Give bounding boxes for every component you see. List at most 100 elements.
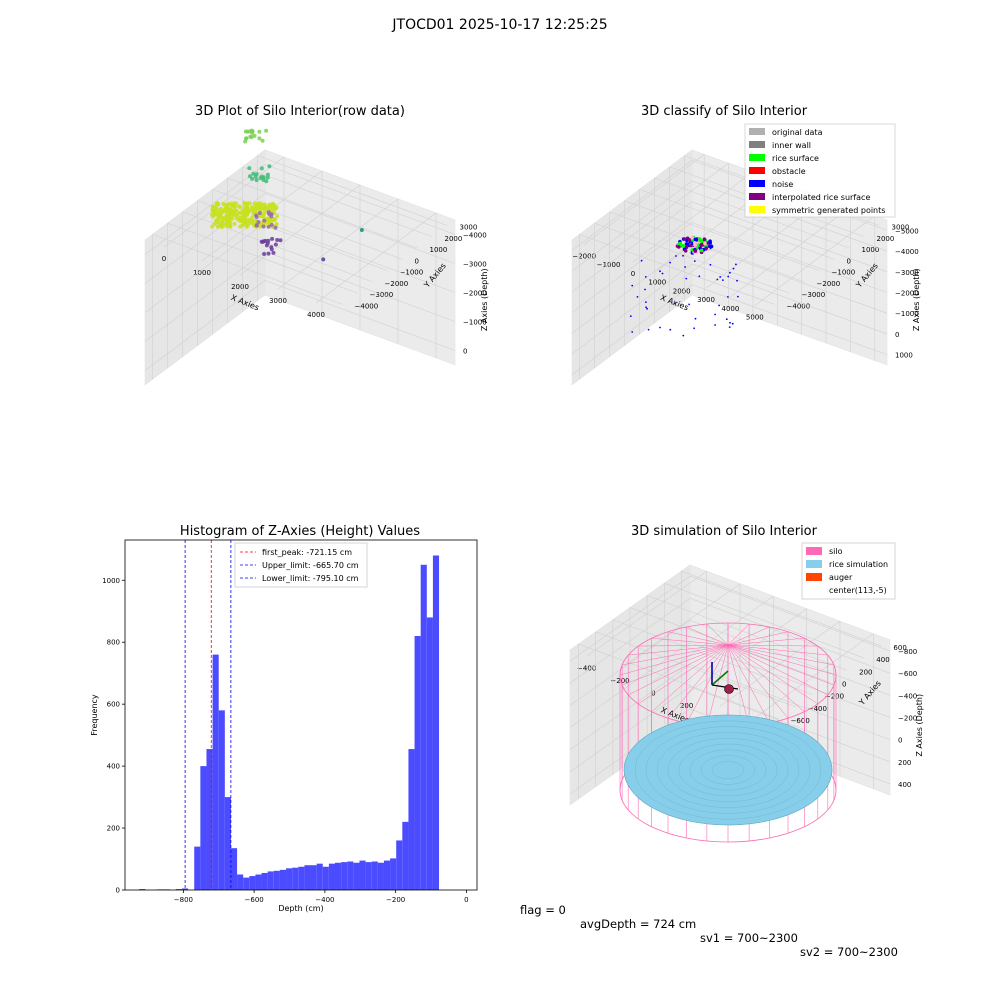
p1-point — [242, 208, 247, 213]
p4-x-tick: −400 — [577, 664, 596, 672]
p1-point — [221, 201, 226, 206]
p1-grid-x — [277, 198, 399, 290]
p1-point — [228, 207, 233, 212]
p1-point — [227, 219, 232, 224]
p2-point — [698, 241, 703, 246]
p2-grid-z — [571, 201, 693, 293]
p1-point — [262, 224, 266, 229]
p1-grid-z — [144, 164, 266, 255]
p3-bar — [414, 636, 421, 890]
p2-noise-point — [636, 296, 639, 298]
p4-grid-z — [569, 597, 691, 684]
p1-point — [254, 223, 259, 228]
p1-y-tick: −3000 — [370, 291, 394, 299]
p2-z-tick: 1000 — [895, 352, 913, 360]
p1-point — [257, 203, 261, 208]
p2-point — [691, 242, 695, 246]
p1-point — [224, 217, 229, 222]
p3-bar — [218, 710, 225, 890]
p1-point — [219, 206, 223, 211]
p1-point — [271, 224, 276, 229]
p2-point — [678, 244, 683, 248]
p1-y-tick: −4000 — [355, 302, 379, 310]
p1-point — [269, 222, 274, 227]
p1-point — [249, 128, 254, 133]
p2-y-label: Y Axies — [854, 261, 880, 290]
p1-point — [222, 223, 227, 228]
p1-point — [272, 217, 276, 221]
p1-point — [250, 130, 255, 135]
p1-point — [238, 224, 243, 229]
p1-point — [214, 211, 219, 216]
p1-point — [238, 218, 243, 223]
p1-point — [250, 176, 255, 181]
p1-point — [215, 224, 220, 229]
p1-point — [252, 223, 257, 228]
p1-point — [261, 222, 266, 227]
p1-point — [266, 217, 270, 222]
p1-point — [265, 218, 270, 223]
p2-noise-point — [722, 279, 724, 281]
p2-grid-x — [681, 189, 802, 280]
p1-point — [249, 218, 254, 223]
p2-point — [693, 241, 697, 245]
p3-y-tick-label: 600 — [107, 701, 120, 709]
p1-point — [241, 221, 246, 226]
p4-grid-z — [689, 686, 891, 763]
p1-point — [220, 210, 225, 215]
p2-point — [685, 243, 690, 247]
p1-point — [261, 175, 266, 180]
p3-axes-frame — [124, 539, 478, 891]
p1-point — [245, 206, 250, 211]
p1-point — [269, 214, 274, 219]
p1-z-tick: −2000 — [463, 290, 487, 298]
p2-z-tick: 0 — [895, 331, 899, 339]
p3-y-label: Frequency — [90, 694, 99, 736]
p1-point — [243, 139, 248, 144]
p4-silo-roof-wire — [727, 644, 834, 666]
p1-grid-z — [264, 251, 456, 322]
p1-point — [219, 215, 224, 219]
p4-grid-y — [647, 595, 848, 671]
p1-point — [210, 204, 215, 209]
p2-legend-swatch — [749, 167, 765, 174]
p1-point — [212, 204, 217, 209]
p1-point — [247, 208, 251, 213]
p1-y-tick: 1000 — [430, 246, 448, 254]
p3-bar — [286, 868, 293, 890]
p3-bar — [359, 860, 366, 890]
p2-point — [696, 237, 701, 242]
p1-y-label: Y Axies — [422, 261, 448, 290]
p1-point — [228, 214, 233, 219]
p2-legend-swatch — [749, 206, 765, 213]
p1-point — [256, 220, 261, 224]
p1-point — [261, 206, 266, 211]
p1-point — [264, 207, 269, 212]
p1-point — [231, 210, 236, 215]
p2-grid-z — [571, 284, 693, 375]
p1-point — [210, 206, 215, 211]
p1-point — [225, 224, 230, 229]
p4-legend-box — [801, 542, 896, 600]
p2-point — [693, 247, 698, 252]
p4-silo-roof-wire — [628, 644, 729, 696]
p2-point — [699, 248, 704, 253]
p3-bar — [426, 617, 433, 890]
p2-point — [703, 241, 707, 246]
p2-point — [688, 239, 693, 243]
p2-z-tick: −5000 — [895, 227, 919, 235]
p4-silo-bottom-ring — [619, 737, 837, 843]
p1-point — [242, 208, 247, 213]
p1-point — [226, 207, 231, 211]
p1-point — [214, 201, 219, 206]
p4-silo-roof-wire — [727, 644, 818, 705]
p2-point — [698, 246, 703, 251]
p2-point — [694, 247, 698, 251]
p1-point — [230, 210, 235, 215]
p1-point — [245, 210, 250, 215]
p1-z-label: Z Axies (Depth) — [480, 268, 489, 331]
p2-point — [702, 237, 707, 241]
p4-z-tick: −200 — [898, 715, 917, 723]
p1-point — [267, 216, 272, 221]
p1-point — [262, 210, 267, 215]
